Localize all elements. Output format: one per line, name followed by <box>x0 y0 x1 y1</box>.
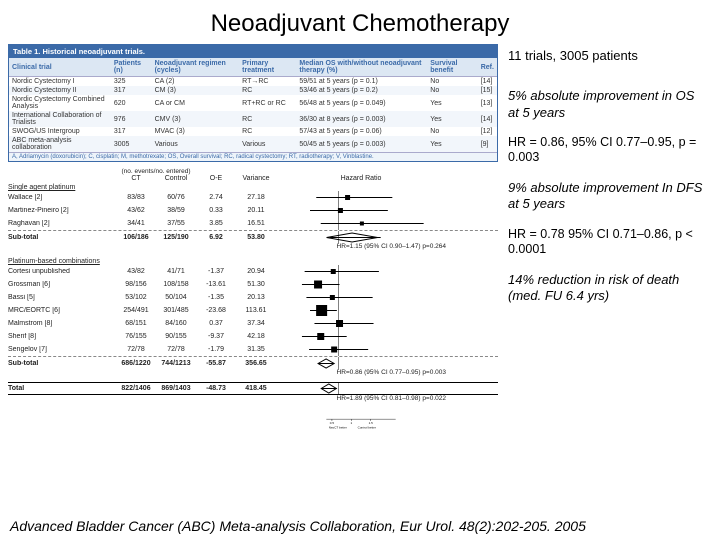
main-row: Table 1. Historical neoadjuvant trials. … <box>0 44 720 438</box>
forest-row: Total822/1406869/1403-48.73418.45 <box>8 382 498 395</box>
forest-col-hr: Hazard Ratio <box>276 175 446 182</box>
forest-row: Cortesi unpublished43/8241/71-1.3720.94 <box>8 265 498 278</box>
forest-row: MRC/EORTC [6]254/491301/485-23.68113.61 <box>8 304 498 317</box>
right-column: 11 trials, 3005 patients 5% absolute imp… <box>498 44 703 438</box>
forest-row: Raghavan [2]34/4137/553.8516.51 <box>8 217 498 230</box>
forest-col-oe: O-E <box>196 175 236 182</box>
svg-text:Control better: Control better <box>358 425 376 429</box>
forest-row: Sengelov [7]72/7872/78-1.7931.35 <box>8 343 498 356</box>
citation: Advanced Bladder Cancer (ABC) Meta-analy… <box>10 518 710 534</box>
forest-row: Sub-total686/1220744/1213-55.87356.65 <box>8 356 498 369</box>
forest-col-var: Variance <box>236 175 276 182</box>
forest-plot: (no. events/no. entered) CT Control O-E … <box>8 168 498 438</box>
table1-grid: Clinical trialPatients (n)Neoadjuvant re… <box>9 58 497 152</box>
table1: Table 1. Historical neoadjuvant trials. … <box>8 44 498 162</box>
table1-col: Ref. <box>478 58 497 77</box>
table1-col: Neoadjuvant regimen (cycles) <box>152 58 240 77</box>
forest-header-evts: (no. events/no. entered) <box>116 168 196 175</box>
forest-hr-text: HR=1.89 (95% CI 0.81–0.98) p=0.022 <box>8 395 498 408</box>
forest-group-heading: Single agent platinum <box>8 182 498 191</box>
svg-text:0.5: 0.5 <box>330 420 335 424</box>
forest-row: Martinez-Pineiro [2]43/6238/590.3320.11 <box>8 204 498 217</box>
table1-col: Patients (n) <box>111 58 152 77</box>
svg-text:1.5: 1.5 <box>369 420 374 424</box>
table1-footnote: A, Adriamycin (doxorubicin); C, cisplati… <box>9 152 497 161</box>
forest-col-ct: CT <box>116 175 156 182</box>
forest-row: Grossman [6]98/156108/158-13.6151.30 <box>8 278 498 291</box>
svg-text:1: 1 <box>350 420 352 424</box>
forest-row: Wallace [2]83/8360/762.7427.18 <box>8 191 498 204</box>
forest-row: Sub-total106/186125/1906.9253.80 <box>8 230 498 243</box>
summary-trials: 11 trials, 3005 patients <box>508 48 703 64</box>
summary-dfs-improvement: 9% absolute improvement In DFS at 5 year… <box>508 180 703 213</box>
table1-col: Median OS with/without neoadjuvant thera… <box>296 58 427 77</box>
forest-header-top: (no. events/no. entered) <box>8 168 498 175</box>
table-row: SWOG/US Intergroup317MVAC (3)RC57/43 at … <box>9 127 497 136</box>
forest-row: Bassi [5]53/10250/104-1.3520.13 <box>8 291 498 304</box>
forest-hr-text: HR=0.86 (95% CI 0.77–0.95) p=0.003 <box>8 369 498 382</box>
table1-col: Primary treatment <box>239 58 296 77</box>
summary-hr-os: HR = 0.86, 95% CI 0.77–0.95, p = 0.003 <box>508 135 703 166</box>
summary-hr-dfs: HR = 0.78 95% CI 0.71–0.86, p < 0.0001 <box>508 227 703 258</box>
summary-risk-reduction: 14% reduction in risk of death (med. FU … <box>508 272 703 305</box>
table-row: International Collaboration of Trialists… <box>9 111 497 127</box>
table1-col: Clinical trial <box>9 58 111 77</box>
forest-axis: 0.5 1 1.5 NeoCT better Control better <box>8 408 498 438</box>
table-row: Nordic Cystectomy II317CM (3)RC53/46 at … <box>9 86 497 95</box>
table-row: ABC meta-analysis collaboration3005Vario… <box>9 136 497 152</box>
summary-os-improvement: 5% absolute improvement in OS at 5 years <box>508 88 703 121</box>
left-column: Table 1. Historical neoadjuvant trials. … <box>8 44 498 438</box>
table1-col: Survival benefit <box>427 58 477 77</box>
forest-row: Malmstrom [8]68/15184/1600.3737.34 <box>8 317 498 330</box>
forest-header: CT Control O-E Variance Hazard Ratio <box>8 175 498 182</box>
table-row: Nordic Cystectomy Combined Analysis620CA… <box>9 95 497 111</box>
table1-title: Table 1. Historical neoadjuvant trials. <box>9 45 497 58</box>
forest-hr-text: HR=1.15 (95% CI 0.90–1.47) p=0.264 <box>8 243 498 256</box>
forest-row: Sherif [8]76/15590/155-9.3742.18 <box>8 330 498 343</box>
forest-group-heading: Platinum-based combinations <box>8 256 498 265</box>
table-row: Nordic Cystectomy I325CA (2)RT→RC59/51 a… <box>9 77 497 87</box>
svg-text:NeoCT better: NeoCT better <box>329 425 347 429</box>
forest-col-control: Control <box>156 175 196 182</box>
page-title: Neoadjuvant Chemotherapy <box>0 0 720 44</box>
